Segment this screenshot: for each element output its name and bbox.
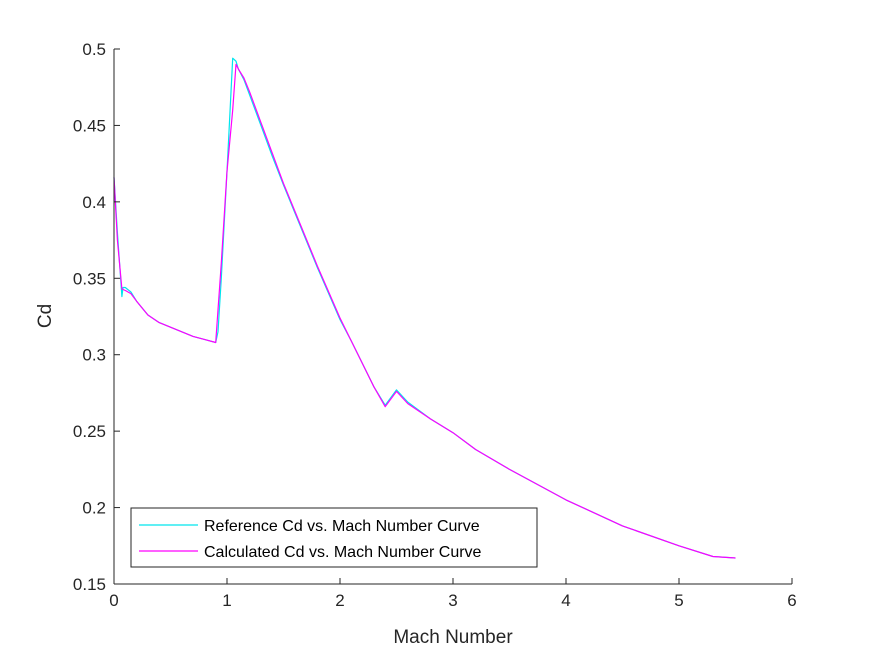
y-tick-label: 0.15 [73,575,106,594]
axes-layer: 0 1 2 3 4 5 6 0.15 0.2 0.25 0.3 0.35 0.4 0.45 0.5 [73,40,797,610]
y-tick-label: 0.4 [82,193,106,212]
x-tick-label: 3 [448,591,457,610]
y-tick-label: 0.2 [82,499,106,518]
y-tick-label: 0.45 [73,116,106,135]
x-tick-label: 4 [561,591,570,610]
legend: Reference Cd vs. Mach Number Curve Calcu… [130,507,538,568]
x-tick-label: 6 [787,591,796,610]
y-tick-label: 0.35 [73,269,106,288]
series-layer [113,57,736,559]
plot-area [114,49,792,584]
legend-label-calculated: Calculated Cd vs. Mach Number Curve [204,544,482,561]
series-line-calculated [113,63,736,559]
y-tick-label: 0.25 [73,422,106,441]
y-axis-label: Cd [35,304,56,328]
x-tick-label: 2 [335,591,344,610]
legend-box [130,507,538,568]
x-tick-label: 5 [674,591,683,610]
y-tick-label: 0.5 [82,40,106,59]
x-axis-label: Mach Number [393,627,513,648]
legend-label-reference: Reference Cd vs. Mach Number Curve [204,518,480,535]
x-tick-label: 1 [222,591,231,610]
y-tick-label: 0.3 [82,346,106,365]
x-tick-label: 0 [109,591,118,610]
